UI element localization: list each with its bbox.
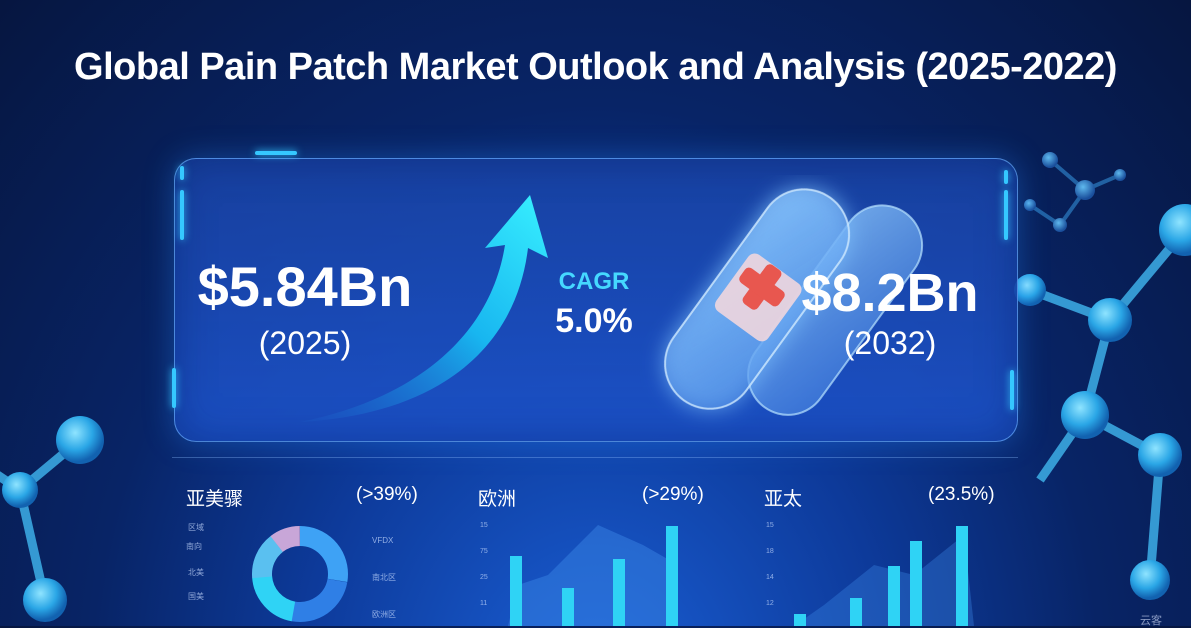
axis-tick-label: 18 [766,548,774,555]
region-name-americas: 亚美骤 [186,489,244,510]
axis-tick-label: 12 [766,600,774,607]
panel-corner-accent [1010,370,1014,410]
europe-bar-chart: 15 75 25 11 [480,522,678,626]
axis-tick-label: 14 [766,574,774,581]
market-year-2032: (2032) [843,325,937,361]
panel-corner-accent [255,151,297,155]
bar [562,588,574,626]
bar [794,614,806,626]
region-share-europe: (>29%) [642,484,704,505]
growth-arrow-icon [300,195,548,422]
donut-legend-item: 北美 [188,568,204,577]
section-divider [172,457,1018,458]
apac-bar-chart: 15 18 14 12 [766,522,974,626]
market-value-2025: $5.84Bn [197,255,413,318]
region-name-europe: 欧洲 [478,489,517,510]
axis-tick-label: 15 [480,522,488,529]
watermark: 云客 [1140,615,1162,627]
panel-corner-accent [1004,190,1008,240]
axis-tick-label: 75 [480,548,488,555]
panel-corner-accent [1004,170,1008,184]
donut-legend-item: 区域 [188,523,204,532]
axis-tick-label: 11 [480,600,487,607]
cagr-label: CAGR [558,268,630,295]
panel-corner-accent [180,190,184,240]
region-share-americas: (>39%) [356,484,418,505]
donut-legend-item: 国美 [188,592,204,601]
bar [850,598,862,626]
bar [888,566,900,626]
market-value-2032: $8.2Bn [801,263,979,323]
cagr-value: 5.0% [555,302,633,340]
axis-tick-label: 25 [480,574,488,581]
region-share-apac: (23.5%) [928,484,995,505]
donut-legend-item: 南北区 [372,573,396,582]
bar [510,556,522,626]
donut-legend-item: 南向 [186,542,202,551]
panel-corner-accent [172,368,176,408]
bar [613,559,625,626]
market-year-2025: (2025) [258,325,352,361]
pain-patch-icon [664,188,924,416]
donut-right-label: VFDX [372,536,394,545]
region-donut-chart [252,526,348,622]
page-title: Global Pain Patch Market Outlook and Ana… [74,46,1117,88]
bar [956,526,968,626]
bar [666,526,678,626]
region-name-apac: 亚太 [764,489,803,510]
donut-legend-item: 欧洲区 [372,610,396,619]
axis-tick-label: 15 [766,522,774,529]
bar [910,541,922,626]
panel-corner-accent [180,166,184,180]
